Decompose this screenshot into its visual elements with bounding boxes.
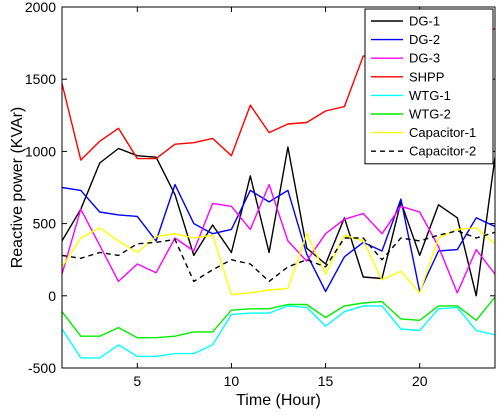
series-line-wtg-2 xyxy=(62,296,495,339)
y-axis-label: Reactive power (KVAr) xyxy=(9,107,26,269)
legend-label-capacitor-2: Capacitor-2 xyxy=(409,144,476,159)
legend: DG-1 DG-2 DG-3 SHPP WTG-1 WTG-2 Capacitor-1 Cap… xyxy=(364,8,494,165)
series-line-capacitor-2 xyxy=(62,230,495,283)
x-tick-label: 10 xyxy=(224,373,240,389)
series-line-dg-3 xyxy=(62,183,495,294)
x-tick-label: 20 xyxy=(412,373,428,389)
y-tick-label: 500 xyxy=(33,216,57,232)
series-line-capacitor-1 xyxy=(62,227,495,296)
y-tick-label: 0 xyxy=(48,288,56,304)
legend-label-dg-2: DG-2 xyxy=(409,32,440,47)
series-line-wtg-1 xyxy=(62,305,495,359)
y-tick-label: 1000 xyxy=(25,143,56,159)
axis-ticks: 5 10 15 20 -500 0 500 1000 1500 2000 xyxy=(25,0,495,389)
y-tick-label: -500 xyxy=(28,360,56,376)
x-tick-label: 15 xyxy=(318,373,334,389)
legend-label-capacitor-1: Capacitor-1 xyxy=(409,125,476,140)
x-axis-label: Time (Hour) xyxy=(236,392,321,409)
x-tick-label: 5 xyxy=(133,373,141,389)
y-tick-label: 2000 xyxy=(25,0,56,15)
legend-label-wtg-2: WTG-2 xyxy=(409,107,451,122)
series-lines xyxy=(62,28,495,359)
legend-label-dg-3: DG-3 xyxy=(409,51,440,66)
legend-label-shpp: SHPP xyxy=(409,69,444,84)
legend-label-dg-1: DG-1 xyxy=(409,14,440,29)
legend-label-wtg-1: WTG-1 xyxy=(409,88,451,103)
y-tick-label: 1500 xyxy=(25,71,56,87)
plot-frame xyxy=(61,6,496,369)
legend-box xyxy=(364,8,494,165)
